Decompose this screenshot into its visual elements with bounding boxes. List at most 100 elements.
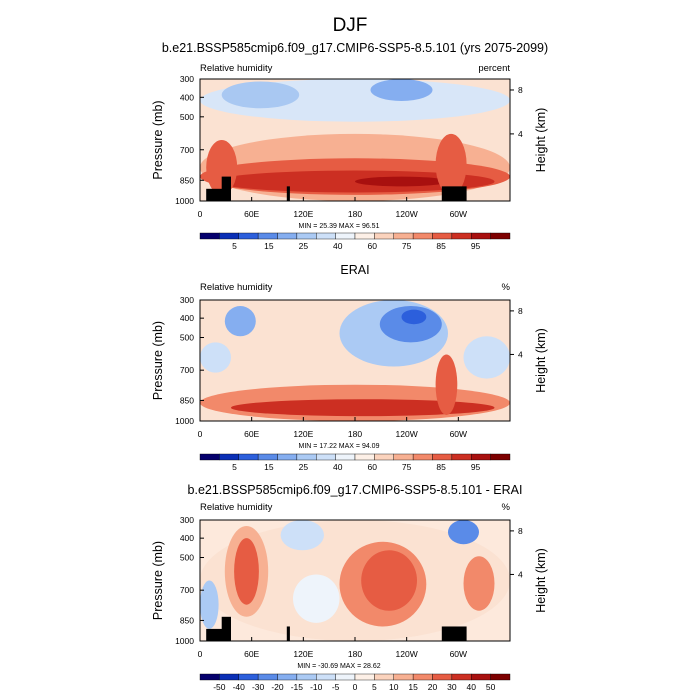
- x-tick-label: 120W: [396, 649, 418, 659]
- colorbar-swatch: [393, 673, 414, 681]
- colorbar-swatch: [393, 232, 414, 240]
- y-tick-label: 1000: [175, 196, 194, 206]
- colorbar-label: 95: [471, 462, 481, 472]
- colorbar-label: 15: [264, 462, 274, 472]
- colorbar-label: 30: [447, 682, 457, 692]
- colorbar-swatch: [374, 673, 394, 681]
- y-tick-label: 850: [180, 615, 194, 625]
- field-region: [224, 306, 256, 337]
- colorbar-swatch: [296, 673, 317, 681]
- colorbar-swatch: [277, 232, 298, 240]
- x-tick-label: 60W: [450, 209, 467, 219]
- panel-title: b.e21.BSSP585cmip6.f09_g17.CMIP6-SSP5-8.…: [188, 483, 523, 497]
- x-tick-label: 60E: [244, 649, 259, 659]
- colorbar-swatch: [412, 232, 433, 240]
- y-tick-label: 700: [180, 365, 194, 375]
- colorbar-swatch: [238, 232, 259, 240]
- colorbar-swatch: [354, 673, 375, 681]
- x-tick-label: 60W: [450, 649, 467, 659]
- figure-title: DJF: [333, 15, 368, 36]
- field-region: [401, 309, 427, 325]
- field-region: [435, 354, 458, 415]
- x-tick-label: 60W: [450, 429, 467, 439]
- x-tick-label: 0: [198, 209, 203, 219]
- y-tick-label: 500: [180, 553, 194, 563]
- colorbar-label: 5: [372, 682, 377, 692]
- colorbar-label: 60: [367, 241, 377, 251]
- colorbar-swatch: [257, 673, 278, 681]
- y-tick-label: 1000: [175, 636, 194, 646]
- colorbar-swatch: [257, 232, 278, 240]
- colorbar-swatch: [412, 673, 433, 681]
- y2-axis-label: Height (km): [534, 548, 548, 613]
- y2-tick-label: 8: [518, 85, 523, 95]
- x-tick-label: 180: [348, 209, 362, 219]
- panel-left-label: Relative humidity: [200, 282, 273, 293]
- x-tick-label: 180: [348, 429, 362, 439]
- colorbar-swatch: [219, 673, 239, 681]
- colorbar-label: 25: [299, 462, 309, 472]
- x-tick-label: 0: [198, 429, 203, 439]
- colorbar-swatch: [219, 453, 239, 461]
- colorbar-label: -5: [332, 682, 340, 692]
- y-axis-label: Pressure (mb): [151, 321, 165, 400]
- colorbar-swatch: [393, 453, 414, 461]
- colorbar-label: 85: [436, 241, 446, 251]
- y2-tick-label: 4: [518, 349, 523, 359]
- colorbar-label: -30: [252, 682, 265, 692]
- panel-title: ERAI: [340, 263, 369, 277]
- topography-mask: [441, 626, 467, 641]
- colorbar-swatch: [335, 453, 356, 461]
- min-max-stats: MIN = 17.22 MAX = 94.09: [299, 443, 380, 450]
- field-region: [293, 574, 340, 623]
- colorbar-swatch: [432, 453, 453, 461]
- y-tick-label: 700: [180, 585, 194, 595]
- colorbar-swatch: [296, 453, 317, 461]
- colorbar-label: 5: [232, 241, 237, 251]
- y-tick-label: 400: [180, 92, 194, 102]
- field-region: [200, 342, 231, 373]
- colorbar-swatch: [219, 232, 239, 240]
- x-tick-label: 120E: [293, 429, 313, 439]
- colorbar-swatch: [277, 673, 298, 681]
- colorbar-label: -10: [310, 682, 323, 692]
- colorbar-swatch: [257, 453, 278, 461]
- topography-mask: [286, 626, 290, 641]
- min-max-stats: MIN = -30.69 MAX = 28.62: [297, 663, 380, 670]
- panel-right-label: %: [502, 282, 511, 293]
- colorbar-label: 20: [428, 682, 438, 692]
- y2-tick-label: 4: [518, 129, 523, 139]
- y-tick-label: 300: [180, 74, 194, 84]
- topography-mask: [286, 186, 290, 201]
- colorbar-swatch: [238, 453, 259, 461]
- colorbar-swatch: [432, 673, 453, 681]
- colorbar-swatch: [412, 453, 433, 461]
- colorbar-swatch: [432, 232, 453, 240]
- colorbar-swatch: [374, 232, 394, 240]
- y2-tick-label: 8: [518, 306, 523, 316]
- y-tick-label: 300: [180, 295, 194, 305]
- panel-right-label: percent: [478, 63, 510, 74]
- colorbar-label: 85: [436, 462, 446, 472]
- y-tick-label: 850: [180, 175, 194, 185]
- x-tick-label: 120W: [396, 209, 418, 219]
- panel-left-label: Relative humidity: [200, 502, 273, 513]
- x-tick-label: 60E: [244, 429, 259, 439]
- colorbar-label: 15: [264, 241, 274, 251]
- colorbar-label: 60: [367, 462, 377, 472]
- panel-3: b.e21.BSSP585cmip6.f09_g17.CMIP6-SSP5-8.…: [151, 483, 548, 692]
- field-region: [448, 520, 479, 545]
- colorbar-swatch: [354, 453, 375, 461]
- x-tick-label: 120W: [396, 429, 418, 439]
- colorbar-label: -40: [233, 682, 246, 692]
- x-tick-label: 180: [348, 649, 362, 659]
- colorbar-swatch: [471, 453, 491, 461]
- field-region: [221, 81, 300, 109]
- panel-left-label: Relative humidity: [200, 63, 273, 74]
- y-tick-label: 400: [180, 533, 194, 543]
- field-region: [361, 550, 417, 611]
- colorbar-swatch: [490, 453, 511, 461]
- topography-mask: [221, 616, 231, 641]
- colorbar-swatch: [471, 673, 491, 681]
- colorbar-label: 40: [333, 241, 343, 251]
